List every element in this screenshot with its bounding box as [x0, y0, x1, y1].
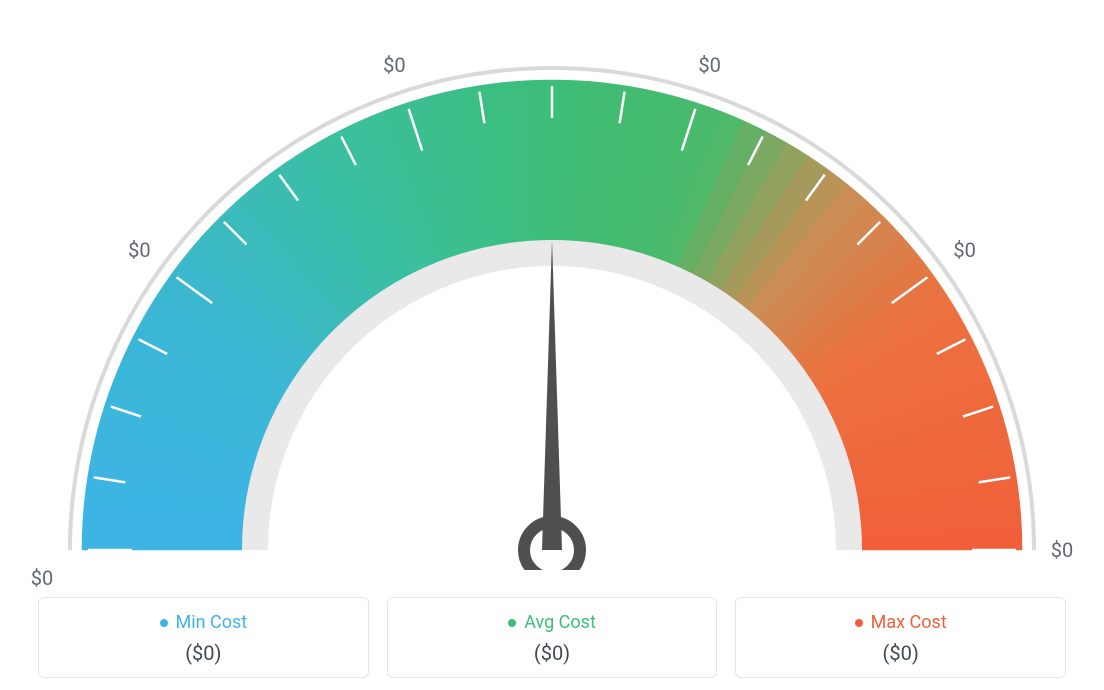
gauge-tick-label: $0	[698, 53, 720, 77]
legend-label-avg: Avg Cost	[524, 612, 596, 633]
gauge-tick-label: $0	[953, 238, 975, 262]
legend-dot-avg	[508, 619, 516, 627]
gauge-tick-label: $0	[128, 238, 150, 262]
legend-row: Min Cost ($0) Avg Cost ($0) Max Cost ($0…	[0, 597, 1104, 679]
gauge-tick-label: $0	[31, 566, 53, 590]
legend-dot-min	[160, 619, 168, 627]
legend-dot-max	[855, 619, 863, 627]
legend-card-min: Min Cost ($0)	[38, 597, 369, 679]
legend-card-avg: Avg Cost ($0)	[387, 597, 718, 679]
legend-title-min: Min Cost	[160, 612, 248, 633]
legend-value-min: ($0)	[49, 641, 358, 665]
legend-title-max: Max Cost	[855, 612, 947, 633]
legend-label-min: Min Cost	[176, 612, 248, 633]
legend-label-max: Max Cost	[871, 612, 947, 633]
legend-value-max: ($0)	[746, 641, 1055, 665]
gauge-svg	[42, 10, 1062, 570]
legend-title-avg: Avg Cost	[508, 612, 596, 633]
gauge-chart: $0$0$0$0$0$0	[42, 10, 1062, 570]
gauge-tick-label: $0	[383, 53, 405, 77]
legend-card-max: Max Cost ($0)	[735, 597, 1066, 679]
gauge-tick-label: $0	[1051, 538, 1073, 562]
legend-value-avg: ($0)	[398, 641, 707, 665]
